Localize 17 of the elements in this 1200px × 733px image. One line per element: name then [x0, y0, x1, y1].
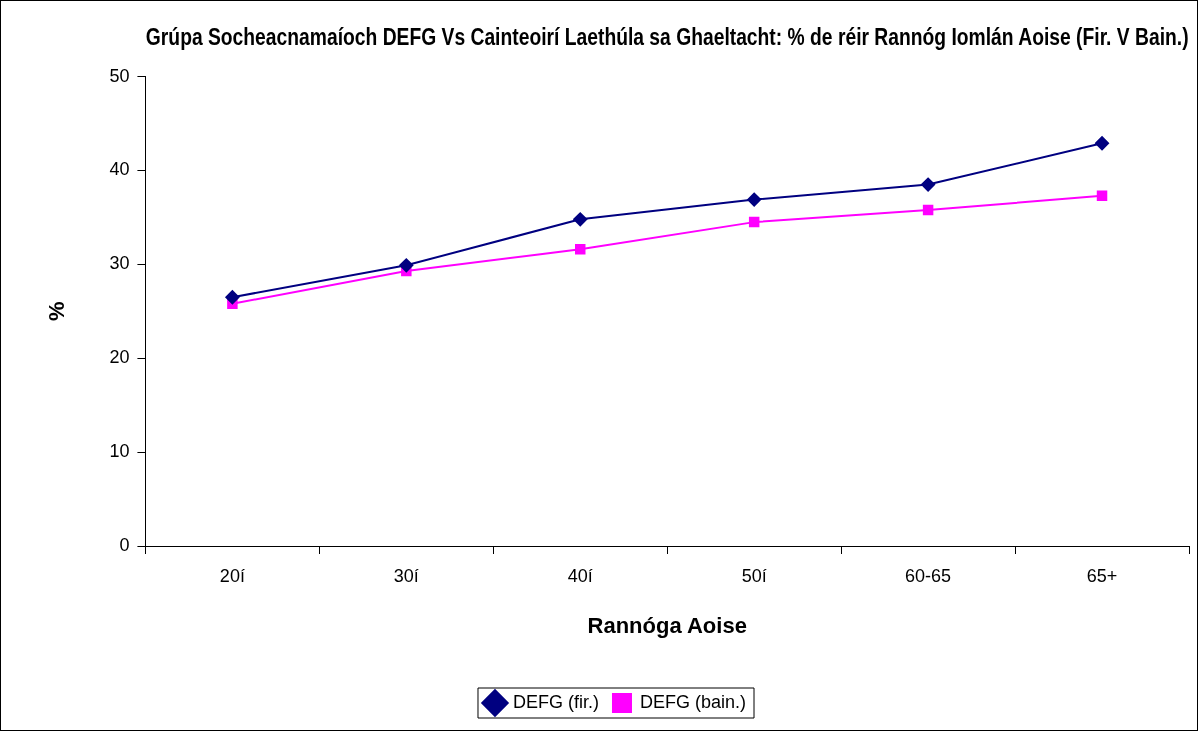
x-tick-label: 50í: [741, 565, 767, 586]
x-tick-label: 30í: [393, 565, 419, 586]
x-tick-label: 60-65: [905, 565, 952, 586]
chart-title: Grúpa Socheacnamaíoch DEFG Vs Cainteoirí Laethúla sa Ghaeltacht: % de réir Rannóg Iomlán Aoise (Fir. V Bain.): [145, 24, 1189, 51]
y-axis-title: %: [44, 301, 70, 322]
y-tick-label: 10: [109, 441, 130, 462]
legend-label: DEFG (bain.): [639, 691, 747, 712]
y-tick-label: 50: [109, 65, 130, 86]
x-tick-label: 65+: [1086, 565, 1118, 586]
y-tick-label: 0: [119, 534, 130, 555]
x-axis-title: Rannóga Aoise: [587, 612, 747, 638]
x-tick-label: 20í: [219, 565, 245, 586]
x-tick-label: 40í: [567, 565, 593, 586]
y-tick-label: 40: [109, 159, 130, 180]
y-tick-label: 20: [109, 347, 130, 368]
legend-label: DEFG (fir.): [512, 691, 599, 712]
y-tick-label: 30: [109, 253, 130, 274]
